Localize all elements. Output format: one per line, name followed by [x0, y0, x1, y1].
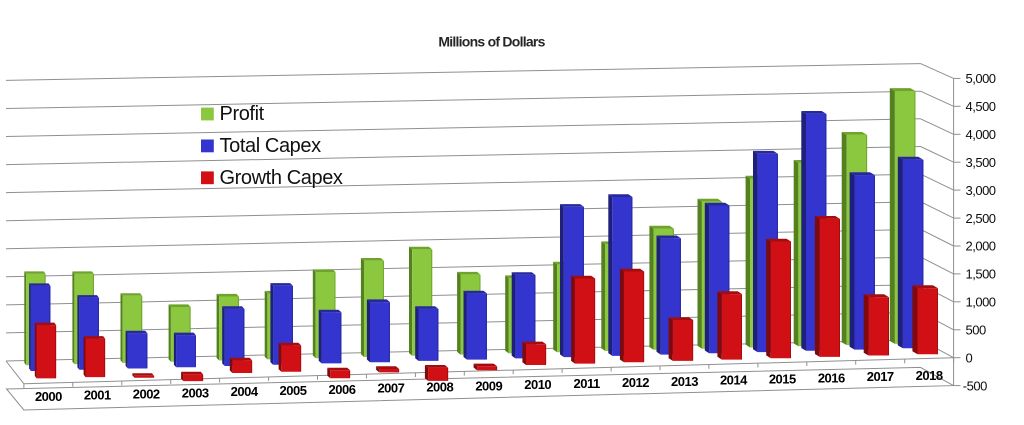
svg-text:1,500: 1,500: [966, 267, 996, 282]
svg-text:0: 0: [966, 350, 973, 365]
svg-text:2006: 2006: [329, 382, 356, 397]
svg-text:500: 500: [966, 323, 986, 338]
svg-text:2008: 2008: [426, 380, 453, 395]
svg-text:2015: 2015: [769, 372, 796, 387]
svg-text:2018: 2018: [916, 368, 943, 383]
svg-text:2,000: 2,000: [966, 239, 996, 254]
svg-text:2014: 2014: [720, 373, 748, 388]
svg-text:2007: 2007: [377, 381, 404, 396]
svg-text:2002: 2002: [133, 387, 160, 402]
svg-text:3,000: 3,000: [966, 183, 996, 198]
svg-text:3,500: 3,500: [966, 155, 996, 170]
svg-text:2003: 2003: [182, 385, 209, 400]
svg-text:2013: 2013: [671, 374, 698, 389]
svg-text:4,500: 4,500: [966, 99, 996, 114]
svg-text:4,000: 4,000: [966, 127, 996, 142]
svg-text:2000: 2000: [35, 389, 62, 404]
svg-text:Growth Capex: Growth Capex: [220, 167, 343, 189]
svg-text:-500: -500: [963, 378, 987, 393]
svg-text:2005: 2005: [280, 383, 307, 398]
svg-text:2012: 2012: [622, 375, 649, 390]
svg-text:2,500: 2,500: [966, 211, 996, 226]
svg-text:2017: 2017: [867, 369, 894, 384]
svg-text:2016: 2016: [818, 370, 845, 385]
svg-text:1,000: 1,000: [966, 295, 996, 310]
svg-text:5,000: 5,000: [966, 71, 996, 86]
svg-text:Profit: Profit: [220, 103, 265, 125]
svg-text:2009: 2009: [475, 378, 502, 393]
svg-text:2011: 2011: [573, 376, 599, 391]
svg-text:2001: 2001: [84, 388, 111, 403]
svg-text:Millions of Dollars: Millions of Dollars: [438, 34, 545, 50]
svg-text:2010: 2010: [524, 377, 551, 392]
svg-text:2004: 2004: [231, 384, 259, 399]
svg-text:Total Capex: Total Capex: [220, 135, 322, 157]
